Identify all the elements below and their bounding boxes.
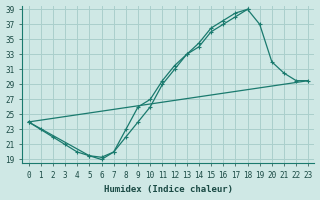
X-axis label: Humidex (Indice chaleur): Humidex (Indice chaleur) bbox=[104, 185, 233, 194]
